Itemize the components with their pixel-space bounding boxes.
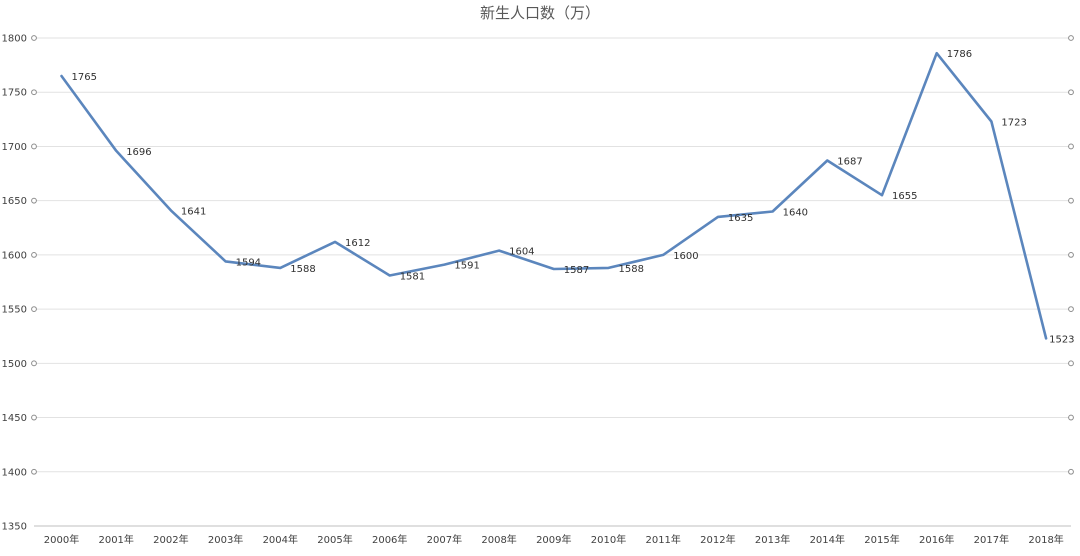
x-tick-label: 2015年 <box>864 533 899 546</box>
x-tick-label: 2013年 <box>755 533 790 546</box>
data-label: 1786 <box>947 49 972 60</box>
data-label: 1723 <box>1001 118 1026 129</box>
x-tick-label: 2005年 <box>317 533 352 546</box>
x-tick-label: 2003年 <box>208 533 243 546</box>
y-tick-marker-left <box>31 197 37 204</box>
x-tick-label: 2018年 <box>1028 533 1063 546</box>
x-tick-label: 2001年 <box>98 533 133 546</box>
y-tick-marker-right <box>1068 35 1074 41</box>
y-tick-marker-left <box>31 468 37 475</box>
y-tick-marker-right <box>1068 143 1074 150</box>
x-tick-label: 2000年 <box>44 533 79 546</box>
y-tick-label: 1800 <box>2 34 27 45</box>
data-label: 1581 <box>400 271 425 282</box>
y-tick-marker-left <box>31 306 37 313</box>
y-tick-marker-right <box>1068 197 1074 204</box>
x-tick-label: 2012年 <box>700 533 735 546</box>
y-tick-marker-left <box>31 251 37 258</box>
data-label: 1588 <box>290 264 315 275</box>
x-tick-label: 2014年 <box>810 533 845 546</box>
y-tick-marker-right <box>1068 251 1074 258</box>
series-line <box>60 51 1048 340</box>
axes: 1350 1400 1450 1500 1550 1600 1650 1700 1750 1800… <box>2 34 1074 546</box>
gridlines <box>34 37 1071 527</box>
y-tick-label: 1450 <box>2 413 27 424</box>
y-tick-label: 1600 <box>2 250 27 261</box>
y-tick-label: 1750 <box>2 88 27 99</box>
y-tick-marker-left <box>31 360 37 367</box>
data-label: 1687 <box>837 157 862 168</box>
data-label: 1587 <box>564 265 589 276</box>
data-label: 1588 <box>619 264 644 275</box>
y-tick-marker-right <box>1068 414 1074 421</box>
y-tick-marker-right <box>1068 306 1074 313</box>
y-tick-label: 1350 <box>2 522 27 533</box>
y-tick-marker-left <box>31 414 37 421</box>
y-tick-marker-right <box>1068 89 1074 96</box>
y-tick-marker-right <box>1068 468 1074 475</box>
data-label: 1641 <box>181 206 206 217</box>
data-label: 1635 <box>728 213 753 224</box>
data-label: 1640 <box>783 208 808 219</box>
y-tick-marker-left <box>31 143 37 150</box>
y-tick-label: 1550 <box>2 305 27 316</box>
chart-title: 新生人口数（万） <box>480 4 600 22</box>
y-tick-label: 1400 <box>2 467 27 478</box>
y-tick-label: 1700 <box>2 142 27 153</box>
x-tick-label: 2017年 <box>974 533 1009 546</box>
y-tick-label: 1500 <box>2 359 27 370</box>
x-tick-label: 2004年 <box>263 533 298 546</box>
x-tick-label: 2010年 <box>591 533 626 546</box>
data-labels: 1765 1696 1641 1594 1588 1612 1581 1591 1604 1587… <box>72 49 1075 345</box>
data-label: 1591 <box>454 261 479 272</box>
y-tick-marker-left <box>31 35 37 41</box>
x-tick-label: 2008年 <box>481 533 516 546</box>
x-tick-label: 2016年 <box>919 533 954 546</box>
data-label: 1765 <box>72 72 97 83</box>
data-label: 1604 <box>509 247 534 258</box>
data-label: 1523 <box>1049 334 1074 345</box>
data-label: 1594 <box>236 257 261 268</box>
y-tick-marker-right <box>1068 360 1074 367</box>
x-tick-label: 2002年 <box>153 533 188 546</box>
y-tick-marker-left <box>31 89 37 96</box>
data-label: 1612 <box>345 238 370 249</box>
series-layer <box>60 51 1048 340</box>
x-tick-label: 2009年 <box>536 533 571 546</box>
x-tick-label: 2006年 <box>372 533 407 546</box>
data-label: 1655 <box>892 191 917 202</box>
x-tick-label: 2011年 <box>645 533 680 546</box>
y-tick-label: 1650 <box>2 196 27 207</box>
data-label: 1600 <box>673 251 698 262</box>
x-tick-label: 2007年 <box>427 533 462 546</box>
data-label: 1696 <box>126 147 151 158</box>
